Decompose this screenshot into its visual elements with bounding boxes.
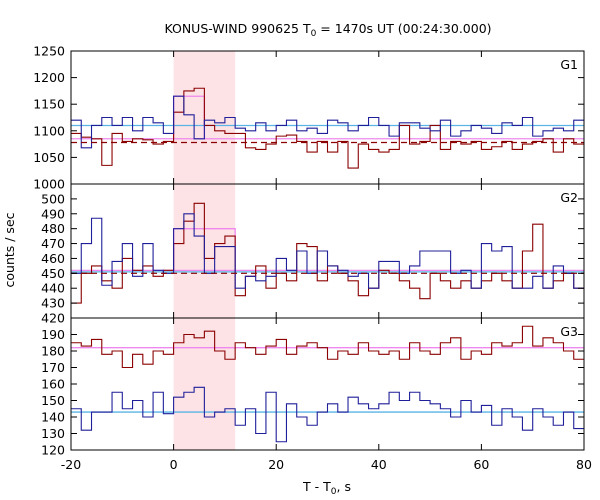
panel-frame <box>70 317 585 451</box>
x-tick-label: 80 <box>576 457 592 472</box>
y-tick-label: 1200 <box>33 70 65 85</box>
panel-g3-plot <box>71 325 584 443</box>
histogram-dark-blue <box>71 213 584 289</box>
histogram-dark-red <box>71 87 584 169</box>
histogram-dark-red <box>71 325 584 369</box>
y-tick-label: 420 <box>41 311 65 326</box>
y-tick-label: 460 <box>41 251 65 266</box>
panel-label-g2: G2 <box>560 190 578 205</box>
y-axis-label: counts / sec <box>2 212 17 287</box>
y-tick-label: 490 <box>41 206 65 221</box>
plot-layer <box>71 87 584 443</box>
panel-label-g3: G3 <box>560 324 578 339</box>
y-tick-label: 500 <box>41 191 65 206</box>
panel-label-g1: G1 <box>560 57 578 72</box>
panel-g1-plot <box>71 87 584 169</box>
y-tick-label: 480 <box>41 221 65 236</box>
x-tick-label: -20 <box>61 457 81 472</box>
y-tick-label: 190 <box>41 327 65 342</box>
frame-layer: 100010501100115012001250G142043044045046… <box>33 44 592 473</box>
y-tick-label: 120 <box>41 443 65 458</box>
y-tick-label: 430 <box>41 296 65 311</box>
y-tick-label: 180 <box>41 344 65 359</box>
y-tick-label: 1050 <box>33 150 65 165</box>
y-tick-label: 470 <box>41 236 65 251</box>
chart-title: KONUS-WIND 990625 T0 = 1470s UT (00:24:3… <box>164 21 491 39</box>
x-tick-label: 0 <box>170 457 178 472</box>
y-tick-label: 1000 <box>33 177 65 192</box>
y-tick-label: 450 <box>41 266 65 281</box>
y-tick-label: 1100 <box>33 123 65 138</box>
y-tick-label: 170 <box>41 360 65 375</box>
y-tick-label: 140 <box>41 410 65 425</box>
histogram-dark-blue <box>71 95 584 149</box>
x-tick-label: 20 <box>268 457 284 472</box>
y-tick-label: 160 <box>41 377 65 392</box>
y-tick-label: 1150 <box>33 97 65 112</box>
panel-g2-plot <box>71 202 584 304</box>
y-tick-label: 150 <box>41 393 65 408</box>
y-tick-label: 440 <box>41 281 65 296</box>
x-axis-label: T - T0, s <box>302 479 351 497</box>
y-tick-label: 130 <box>41 426 65 441</box>
x-tick-label: 40 <box>371 457 387 472</box>
histogram-dark-blue <box>71 386 584 443</box>
y-tick-label: 1250 <box>33 44 65 59</box>
x-tick-label: 60 <box>473 457 489 472</box>
